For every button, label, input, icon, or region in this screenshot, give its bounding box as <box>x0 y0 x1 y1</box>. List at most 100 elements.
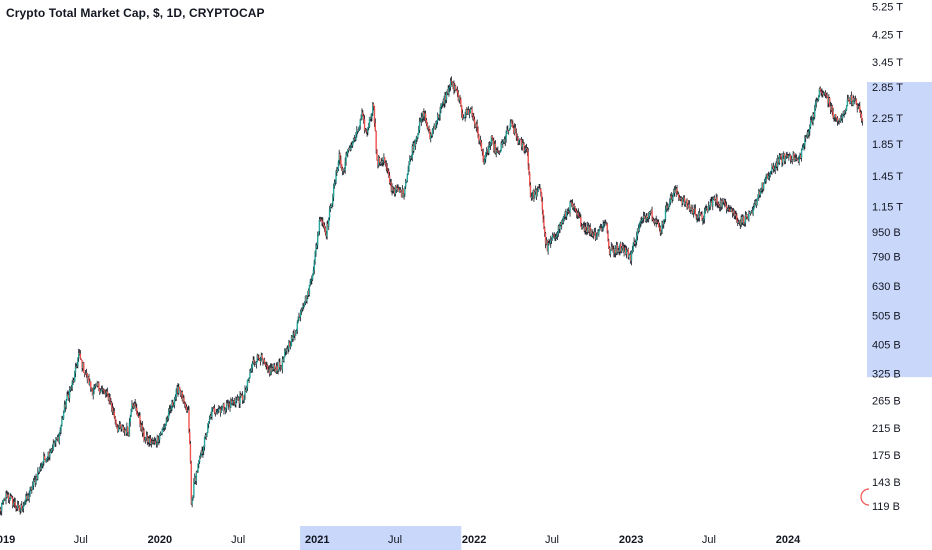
candle <box>317 231 320 237</box>
candle <box>662 221 664 229</box>
candle <box>691 207 693 215</box>
candle <box>525 145 527 153</box>
candle <box>418 125 420 135</box>
candle <box>461 109 464 121</box>
candle <box>555 232 558 239</box>
candle <box>118 421 121 430</box>
candle <box>805 134 808 138</box>
candle <box>269 363 272 376</box>
candle <box>218 406 221 410</box>
candle <box>287 345 289 355</box>
candle <box>704 205 707 214</box>
candle <box>610 242 613 251</box>
candle <box>835 117 838 122</box>
candle <box>678 194 681 201</box>
candle <box>307 290 309 300</box>
candle <box>136 403 138 415</box>
candle <box>780 153 782 160</box>
candle <box>7 492 10 503</box>
candle <box>652 216 654 222</box>
candle <box>542 209 544 223</box>
candle <box>494 140 497 155</box>
candle <box>339 152 341 164</box>
candle <box>446 89 449 96</box>
candle <box>283 356 285 363</box>
candle <box>368 122 370 131</box>
candle <box>289 340 291 348</box>
candle <box>22 502 25 513</box>
candle <box>859 109 862 118</box>
candle <box>315 243 317 257</box>
candle <box>677 192 680 201</box>
candle <box>368 116 371 128</box>
candle <box>362 113 365 124</box>
candle <box>407 165 409 176</box>
candle <box>684 201 687 207</box>
candle <box>571 200 573 208</box>
candle <box>335 170 337 185</box>
candle <box>251 361 254 373</box>
candle <box>263 357 266 365</box>
candle <box>639 220 641 229</box>
candle <box>194 475 197 485</box>
candle <box>754 199 756 208</box>
candle <box>372 102 375 111</box>
candle <box>107 393 110 402</box>
candle <box>198 455 201 464</box>
candle <box>158 433 161 444</box>
candle <box>203 445 205 456</box>
candle <box>379 162 382 166</box>
candle <box>824 90 827 99</box>
y-tick-label: 4.25 T <box>872 29 903 41</box>
candle <box>714 198 717 207</box>
candle <box>702 218 704 225</box>
candle <box>419 117 422 123</box>
candle <box>703 207 706 224</box>
candle <box>146 431 149 446</box>
candle <box>695 214 697 220</box>
candle <box>321 216 323 227</box>
candle <box>56 437 58 441</box>
candle <box>770 170 772 174</box>
candle <box>377 159 379 169</box>
candle <box>252 356 254 364</box>
candle <box>744 211 747 227</box>
candle <box>366 129 368 137</box>
candle <box>616 242 619 255</box>
candle <box>155 440 158 448</box>
candle <box>731 208 734 218</box>
alert-indicator-icon[interactable] <box>860 488 870 506</box>
candle <box>457 90 459 102</box>
candle <box>198 459 200 469</box>
candle <box>654 218 657 224</box>
candle <box>338 149 340 166</box>
candle <box>261 353 263 360</box>
candle <box>280 365 282 372</box>
candle <box>528 163 530 176</box>
candle <box>658 222 661 232</box>
candle <box>677 190 679 196</box>
candle <box>445 91 447 104</box>
candle <box>220 405 223 413</box>
candle <box>97 382 99 388</box>
candle <box>123 427 126 436</box>
candle <box>805 135 807 142</box>
candle <box>55 437 57 447</box>
candle <box>834 114 836 122</box>
candle <box>253 356 255 366</box>
candle <box>467 106 470 115</box>
candle <box>748 210 750 222</box>
candle <box>254 361 257 365</box>
candle <box>558 224 560 234</box>
candle <box>154 437 157 444</box>
candle <box>430 133 433 139</box>
candle <box>26 493 29 501</box>
candle <box>617 247 619 253</box>
candle <box>577 208 580 219</box>
candle <box>503 136 506 145</box>
y-tick-label: 1.85 T <box>872 139 903 151</box>
candle <box>547 241 549 255</box>
candle <box>219 406 222 417</box>
candle <box>409 155 411 165</box>
